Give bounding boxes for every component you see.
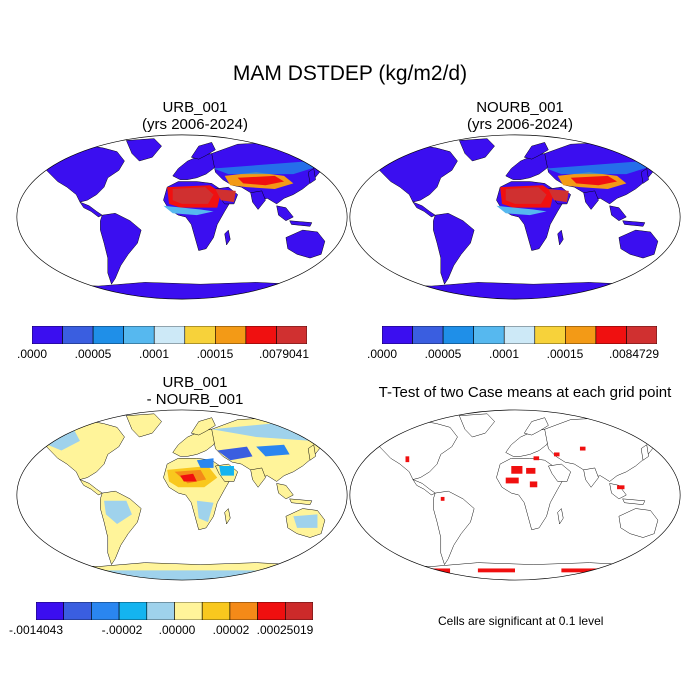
- colorbar-swatch: [245, 326, 277, 344]
- panel-2-colorbar: [382, 326, 657, 344]
- panel-1-colorbar-label: .0079041: [258, 347, 310, 361]
- panel-2-colorbar-label: .0084729: [608, 347, 660, 361]
- colorbar-swatch: [626, 326, 657, 344]
- colorbar-swatch: [382, 326, 413, 344]
- panel-4-map: [349, 409, 681, 581]
- panel-1-colorbar-label: .00005: [74, 347, 112, 361]
- panel-4-title: T-Test of two Case means at each grid po…: [350, 384, 700, 401]
- colorbar-swatch: [174, 602, 203, 620]
- panel-1-map: [16, 134, 348, 300]
- panel-1-title-line2: (yrs 2006-2024): [142, 116, 248, 133]
- colorbar-swatch: [146, 602, 175, 620]
- colorbar-swatch: [91, 602, 120, 620]
- colorbar-swatch: [201, 602, 231, 620]
- panel-1-colorbar-label: .0000: [16, 347, 48, 361]
- colorbar-swatch: [534, 326, 566, 344]
- colorbar-swatch: [32, 326, 63, 344]
- panel-3-colorbar-label: -.0014043: [8, 623, 64, 637]
- panel-4-title-line1: T-Test of two Case means at each grid po…: [378, 384, 672, 401]
- colorbar-swatch: [63, 602, 92, 620]
- panel-2-colorbar-label: .0000: [366, 347, 398, 361]
- panel-3-colorbar: [36, 602, 313, 620]
- colorbar-swatch: [257, 602, 286, 620]
- colorbar-swatch: [36, 602, 65, 620]
- colorbar-swatch: [442, 326, 474, 344]
- figure-title: MAM DSTDEP (kg/m2/d): [232, 62, 468, 85]
- panel-3-title-line2: - NOURB_001: [146, 391, 244, 408]
- panel-3-colorbar-label: .00002: [212, 623, 250, 637]
- panel-1-colorbar-label: .00015: [196, 347, 234, 361]
- panel-3-colorbar-label: .00025019: [256, 623, 314, 637]
- colorbar-swatch: [276, 326, 307, 344]
- colorbar-swatch: [503, 326, 536, 344]
- colorbar-swatch: [565, 326, 597, 344]
- panel-1-title-line1: URB_001: [162, 99, 228, 116]
- significance-note: Cells are significant at 0.1 level: [438, 614, 604, 628]
- panel-2-colorbar-label: .00015: [546, 347, 584, 361]
- colorbar-swatch: [92, 326, 124, 344]
- colorbar-swatch: [473, 326, 505, 344]
- panel-2-map: [349, 134, 681, 300]
- colorbar-swatch: [229, 602, 258, 620]
- colorbar-swatch: [285, 602, 313, 620]
- colorbar-swatch: [153, 326, 186, 344]
- colorbar-swatch: [62, 326, 94, 344]
- panel-3-colorbar-label: -.00002: [101, 623, 143, 637]
- panel-2-title-line2: (yrs 2006-2024): [467, 116, 573, 133]
- colorbar-swatch: [123, 326, 155, 344]
- colorbar-swatch: [412, 326, 444, 344]
- panel-1-title: URB_001 (yrs 2006-2024): [35, 99, 355, 133]
- panel-3-map: [16, 409, 348, 581]
- colorbar-swatch: [595, 326, 627, 344]
- colorbar-swatch: [118, 602, 148, 620]
- panel-2-title: NOURB_001 (yrs 2006-2024): [360, 99, 680, 133]
- panel-3-title-line1: URB_001: [162, 374, 228, 391]
- panel-2-colorbar-label: .0001: [488, 347, 520, 361]
- panel-1-colorbar: [32, 326, 307, 344]
- colorbar-swatch: [184, 326, 216, 344]
- panel-3-title: URB_001 - NOURB_001: [35, 374, 355, 408]
- panel-2-title-line1: NOURB_001: [476, 99, 564, 116]
- colorbar-swatch: [215, 326, 247, 344]
- panel-3-colorbar-label: .00000: [158, 623, 196, 637]
- panel-1-colorbar-label: .0001: [138, 347, 170, 361]
- panel-2-colorbar-label: .00005: [424, 347, 462, 361]
